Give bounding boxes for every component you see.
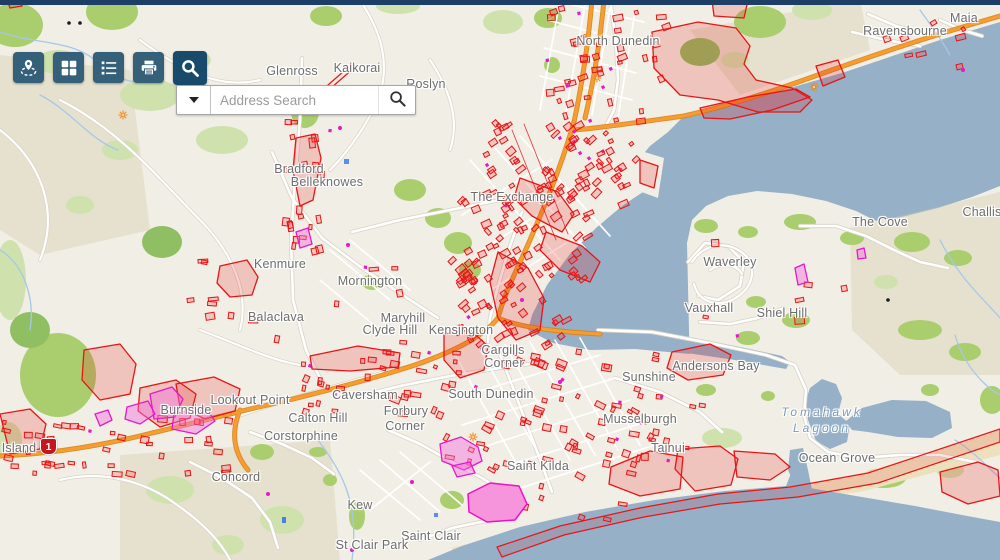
print-button[interactable] [133,52,164,83]
search-icon [180,58,200,78]
state-highway-1-shield: 1 [40,438,57,455]
layers-grid-icon [60,59,78,77]
printer-icon [140,59,158,77]
chevron-down-icon [188,97,199,103]
basemap-button[interactable] [13,52,44,83]
address-search-widget [176,85,416,115]
legend-button[interactable] [93,52,124,83]
search-button[interactable] [173,51,207,85]
toolbar [13,51,207,85]
legend-list-icon [100,59,118,77]
address-search-input[interactable] [211,86,378,114]
search-submit-button[interactable] [378,86,415,114]
basemap-location-icon [19,58,38,77]
search-type-dropdown[interactable] [177,86,211,114]
search-icon [388,89,407,111]
top-navy-bar [0,0,1000,5]
layers-button[interactable] [53,52,84,83]
